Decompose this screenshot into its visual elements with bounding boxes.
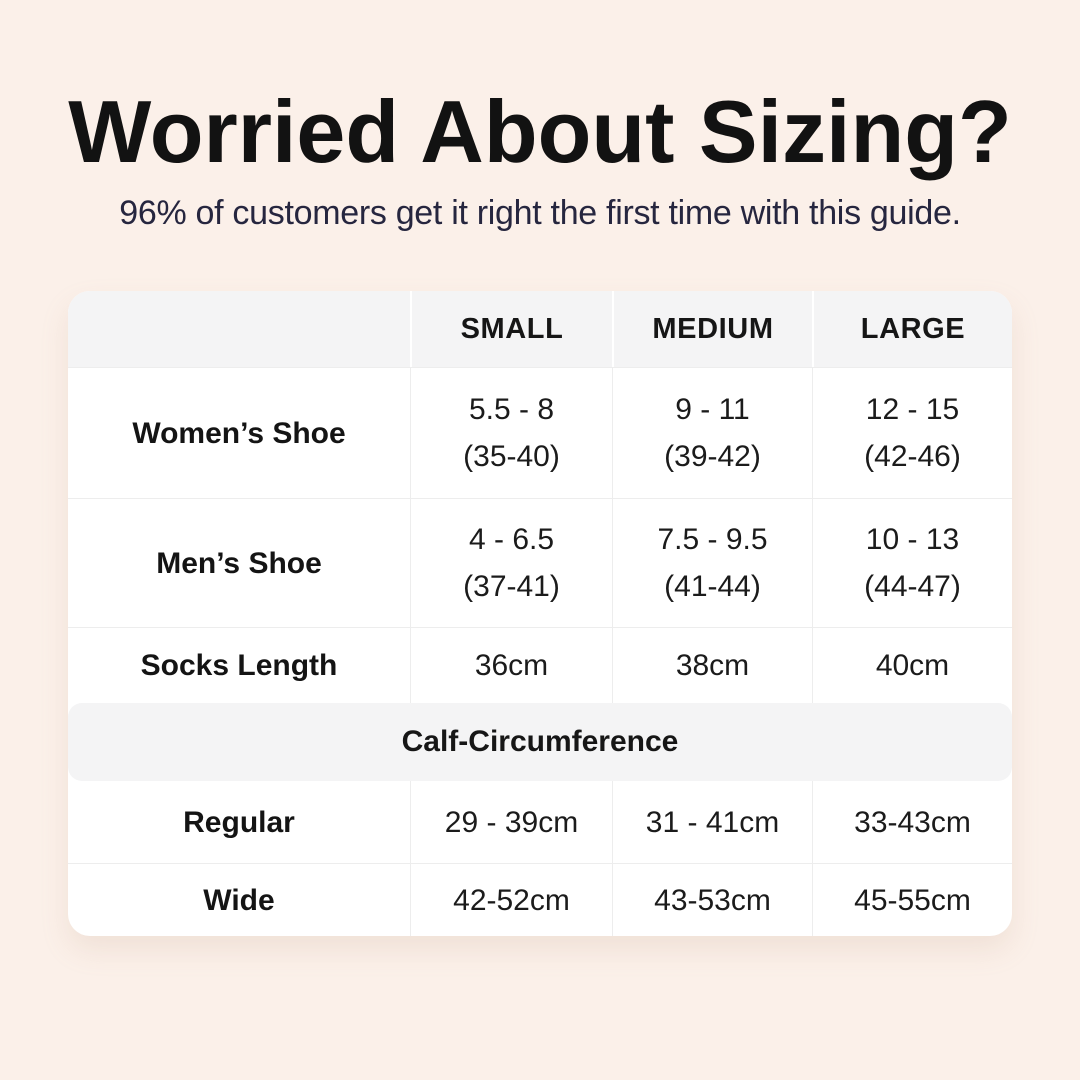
- cell-medium: 9 - 11 (39-42): [612, 368, 812, 499]
- cell-value-line: 36cm: [474, 649, 549, 683]
- row-label: Men’s Shoe: [156, 546, 322, 580]
- table-row-mens-shoe: Men’s Shoe 4 - 6.5 (37-41) 7.5 - 9.5 (41…: [68, 499, 1012, 629]
- cell-value-line: (39-42): [664, 440, 761, 474]
- cell-value-line: (37-41): [463, 570, 560, 604]
- cell-medium: 7.5 - 9.5 (41-44): [612, 499, 812, 628]
- cell-small: 5.5 - 8 (35-40): [410, 368, 612, 499]
- cell-medium: 43-53cm: [612, 864, 812, 937]
- cell-value-line: 38cm: [675, 649, 750, 683]
- cell-large: 45-55cm: [812, 864, 1012, 937]
- table-header-row: SMALL MEDIUM LARGE: [68, 291, 1012, 369]
- cell-value-line: 31 - 41cm: [645, 805, 780, 839]
- cell-value-line: 10 - 13: [865, 523, 960, 557]
- page-subtitle: 96% of customers get it right the first …: [119, 194, 961, 233]
- cell-small: 4 - 6.5 (37-41): [410, 499, 612, 628]
- row-label: Regular: [183, 805, 295, 839]
- table-row-regular: Regular 29 - 39cm 31 - 41cm 33-43cm: [68, 781, 1012, 865]
- table-row-socks-length: Socks Length 36cm 38cm 40cm: [68, 628, 1012, 704]
- cell-large: 40cm: [812, 628, 1012, 704]
- row-label: Women’s Shoe: [132, 416, 346, 450]
- cell-value-line: (42-46): [864, 440, 961, 474]
- table-row-womens-shoe: Women’s Shoe 5.5 - 8 (35-40) 9 - 11 (39-…: [68, 368, 1012, 500]
- cell-small: 29 - 39cm: [410, 781, 612, 864]
- row-label: Wide: [203, 883, 275, 917]
- cell-small: 42-52cm: [410, 864, 612, 937]
- cell-large: 12 - 15 (42-46): [812, 368, 1012, 499]
- cell-value-line: 9 - 11: [675, 393, 750, 427]
- section-header-label: Calf-Circumference: [401, 725, 679, 759]
- cell-small: 36cm: [410, 628, 612, 704]
- cell-medium: 38cm: [612, 628, 812, 704]
- cell-value-line: 12 - 15: [865, 393, 960, 427]
- header-cell-large: LARGE: [812, 291, 1012, 368]
- cell-value-line: (44-47): [864, 570, 961, 604]
- cell-value-line: 33-43cm: [854, 805, 971, 839]
- cell-large: 10 - 13 (44-47): [812, 499, 1012, 628]
- header-cell-empty: [68, 291, 410, 367]
- cell-value-line: 7.5 - 9.5: [657, 523, 768, 557]
- header-cell-medium: MEDIUM: [612, 291, 812, 368]
- cell-value-line: 5.5 - 8: [468, 393, 555, 427]
- header-cell-small: SMALL: [410, 291, 612, 368]
- cell-value-line: (35-40): [463, 440, 560, 474]
- header-block: Worried About Sizing? 96% of customers g…: [0, 0, 1080, 233]
- row-label: Socks Length: [140, 649, 338, 683]
- cell-value-line: 45-55cm: [854, 883, 971, 917]
- size-table: SMALL MEDIUM LARGE Women’s Shoe 5.5 - 8 …: [68, 291, 1012, 937]
- cell-medium: 31 - 41cm: [612, 781, 812, 864]
- cell-value-line: 43-53cm: [654, 883, 771, 917]
- cell-value-line: 42-52cm: [453, 883, 570, 917]
- page-title: Worried About Sizing?: [68, 82, 1012, 181]
- calf-circumference-banner: Calf-Circumference: [68, 703, 1012, 782]
- cell-value-line: 29 - 39cm: [444, 805, 579, 839]
- cell-value-line: 40cm: [875, 649, 950, 683]
- cell-value-line: 4 - 6.5: [468, 523, 555, 557]
- cell-large: 33-43cm: [812, 781, 1012, 864]
- table-row-wide: Wide 42-52cm 43-53cm 45-55cm: [68, 864, 1012, 937]
- cell-value-line: (41-44): [664, 570, 761, 604]
